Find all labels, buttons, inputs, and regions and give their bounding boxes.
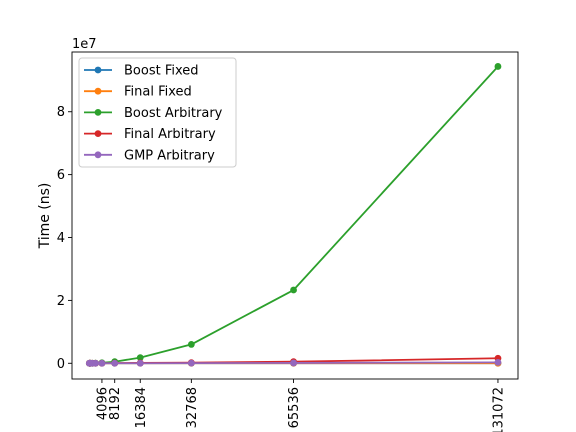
legend-marker-boost-fixed <box>94 66 102 74</box>
data-point-gmp-arbitrary <box>494 358 502 366</box>
legend-label-final-fixed: Final Fixed <box>124 85 192 100</box>
data-point-gmp-arbitrary <box>187 359 195 367</box>
data-point-gmp-arbitrary <box>92 359 99 367</box>
plot-area-frame <box>71 51 519 380</box>
y-tick-label: 2 <box>57 294 65 309</box>
legend-marker-final-arbitrary <box>94 130 102 138</box>
x-tick-label: 16384 <box>134 387 149 428</box>
y-tick-label: 8 <box>57 105 65 120</box>
legend: Boost Fixed Final Fixed Boost Arbitrary Fin… <box>78 57 237 168</box>
legend-marker-gmp-arbitrary <box>94 151 102 159</box>
y-offset-label: 1e7 <box>72 37 97 52</box>
y-tick-label: 0 <box>57 357 65 372</box>
legend-frame <box>78 57 237 168</box>
data-point-boost-arbitrary <box>136 354 144 362</box>
data-point-gmp-arbitrary <box>111 359 119 367</box>
y-axis: 0 2 4 6 8 <box>57 105 72 372</box>
data-point-boost-arbitrary <box>494 63 502 70</box>
y-axis-label: Time (ns) <box>37 183 53 250</box>
data-point-gmp-arbitrary <box>290 359 297 367</box>
data-point-boost-arbitrary <box>290 286 297 294</box>
legend-label-gmp-arbitrary: GMP Arbitrary <box>124 148 215 163</box>
x-tick-label: 4096 <box>95 387 110 420</box>
legend-marker-final-fixed <box>94 87 102 95</box>
data-point-gmp-arbitrary <box>98 359 106 367</box>
legend-label-boost-arbitrary: Boost Arbitrary <box>124 106 223 121</box>
y-tick-label: 6 <box>57 168 65 183</box>
data-point-boost-arbitrary <box>187 341 195 348</box>
legend-label-final-arbitrary: Final Arbitrary <box>124 127 216 142</box>
data-point-gmp-arbitrary <box>136 359 144 367</box>
legend-marker-boost-arbitrary <box>94 109 102 116</box>
legend-label-boost-fixed: Boost Fixed <box>124 64 199 79</box>
x-tick-label: 131072 <box>491 387 506 432</box>
x-tick-label: 32768 <box>185 387 200 428</box>
x-tick-label: 65536 <box>287 387 302 428</box>
plot-marks <box>85 63 502 367</box>
x-tick-label: 8192 <box>108 387 123 420</box>
y-tick-label: 4 <box>57 231 65 246</box>
